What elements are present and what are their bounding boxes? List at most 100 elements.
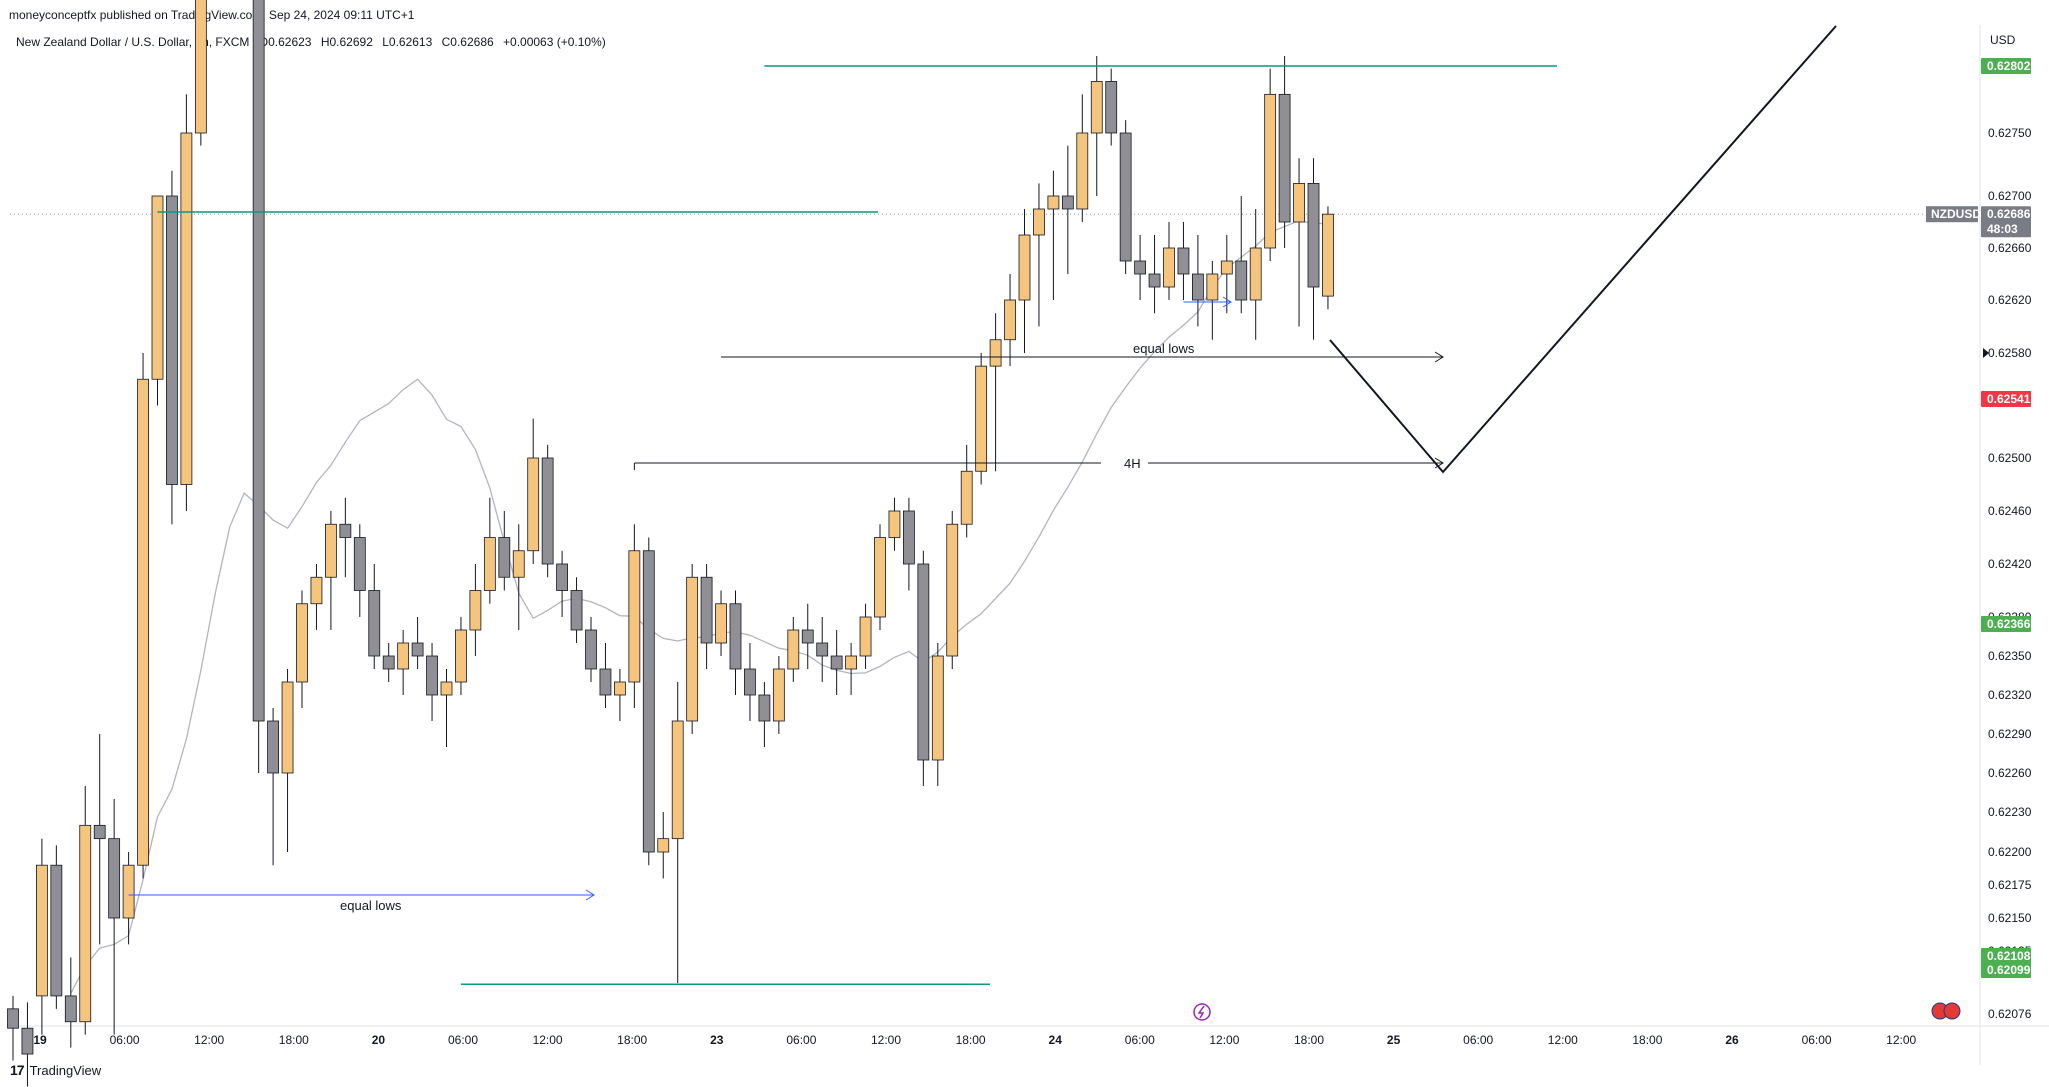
candle-body <box>628 550 641 683</box>
country-flag-icon-2[interactable] <box>1943 1002 1961 1020</box>
time-tick-label: 12:00 <box>1886 1033 1916 1047</box>
candle-body <box>93 824 106 840</box>
tradingview-icon: 17 <box>10 1062 25 1078</box>
candle <box>671 682 684 983</box>
time-tick-label: 12:00 <box>871 1033 901 1047</box>
price-axis[interactable]: 0.62750 0.62700 0.62660 0.62620 0.62580 0.625… <box>1988 126 2032 1021</box>
candle <box>1278 55 1291 248</box>
candle-body <box>1004 299 1016 341</box>
candle <box>166 170 178 525</box>
candle <box>1293 158 1305 327</box>
symbol-name: New Zealand Dollar / U.S. Dollar, 1h, FX… <box>16 35 250 49</box>
price-tick-label: 0.62260 <box>1988 766 2032 780</box>
badge-countdown-bg <box>1981 221 2031 238</box>
candle-body <box>382 655 395 670</box>
candle-body <box>917 563 930 761</box>
ohlc-close: C0.62686 <box>441 35 494 49</box>
candle <box>960 444 973 538</box>
candle <box>642 537 655 866</box>
candle-body <box>50 864 63 997</box>
candle-body <box>642 550 655 853</box>
price-tick-label: 0.62230 <box>1988 805 2032 819</box>
annotations: equal lows equal lows 4H <box>128 25 1837 986</box>
candle <box>1206 261 1219 340</box>
badge-green-low1-bg <box>1981 948 2031 964</box>
candle <box>1033 183 1045 327</box>
candle-body <box>527 457 540 552</box>
equal-lows-label-2: equal lows <box>1133 341 1195 356</box>
ohlc-high: H0.62692 <box>320 35 373 49</box>
projection-path <box>1329 25 1837 474</box>
candle-body <box>267 720 280 774</box>
candle-body <box>1235 260 1248 301</box>
time-tick-label: 18:00 <box>956 1033 986 1047</box>
candle <box>7 995 19 1061</box>
candle-body <box>556 563 568 591</box>
badge-green-low1-text: 0.62108 <box>1987 949 2031 963</box>
candle-body <box>931 655 944 761</box>
badge-symbol: NZDUSD <box>1926 206 1981 223</box>
candle-body <box>1322 213 1334 297</box>
candle-body <box>440 681 453 696</box>
candle <box>845 643 857 695</box>
candle <box>194 0 207 146</box>
candle <box>512 524 525 630</box>
candle-body <box>498 537 511 578</box>
moving-average <box>70 220 1329 994</box>
candle-body <box>512 550 525 578</box>
time-tick-label: 06:00 <box>448 1033 478 1047</box>
candle <box>989 313 1002 472</box>
axis-arrow-icon[interactable] <box>1983 348 1989 358</box>
candle-body <box>989 339 1002 367</box>
candle-body <box>1177 247 1190 275</box>
ohlc-low: L0.62613 <box>382 35 433 49</box>
time-tick-label: 06:00 <box>786 1033 816 1047</box>
badge-current-text: 0.62686 <box>1987 207 2031 221</box>
time-tick-label: 18:00 <box>617 1033 647 1047</box>
candle-body <box>1293 182 1305 223</box>
candle-body <box>975 365 988 472</box>
price-tick-label: 0.62200 <box>1988 845 2032 859</box>
time-tick-label: 25 <box>1387 1033 1401 1047</box>
candle <box>310 564 323 630</box>
lightning-icon[interactable] <box>1193 1003 1211 1021</box>
badge-countdown: 48:03 <box>1981 221 2031 238</box>
candle <box>483 497 496 604</box>
candle <box>859 603 872 669</box>
time-tick-label: 18:00 <box>279 1033 309 1047</box>
candle-body <box>108 838 121 919</box>
candle <box>787 617 800 682</box>
candle <box>975 353 988 485</box>
candle <box>122 852 135 945</box>
candle-body <box>411 642 424 657</box>
badge-green-mid-bg <box>1981 616 2031 632</box>
badge-green-mid-text: 0.62366 <box>1987 617 2031 631</box>
candle-body <box>1278 93 1291 223</box>
time-tick-label: 23 <box>710 1033 724 1047</box>
candle-body <box>1264 93 1277 249</box>
candle <box>108 799 121 1035</box>
candle <box>1090 55 1103 196</box>
candle <box>527 418 540 564</box>
candle-body <box>122 864 135 919</box>
candle-body <box>1047 195 1060 210</box>
candle-body <box>1033 208 1045 236</box>
candle-body <box>1192 273 1204 301</box>
candle-body <box>1220 260 1233 275</box>
candle-body <box>541 457 554 565</box>
candle <box>700 564 713 669</box>
candle <box>455 617 467 695</box>
candle-body <box>903 510 915 565</box>
candle <box>267 708 280 866</box>
candle-body <box>324 523 337 578</box>
candle-body <box>1061 195 1074 210</box>
time-axis[interactable]: 19 06:00 12:00 18:00 20 06:00 12:00 18:00 23 06:0… <box>33 1033 1916 1047</box>
candle-body <box>845 655 857 670</box>
candle <box>426 643 438 721</box>
price-tick-label: 0.62580 <box>1988 346 2032 360</box>
badge-red-text: 0.62541 <box>1987 392 2031 406</box>
tradingview-logo[interactable]: 17 TradingView <box>10 1062 101 1078</box>
badge-green-low2: 0.62099 <box>1981 962 2031 978</box>
